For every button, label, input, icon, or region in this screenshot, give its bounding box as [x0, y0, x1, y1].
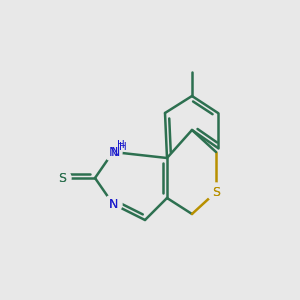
- Text: N: N: [108, 146, 118, 158]
- Circle shape: [104, 195, 122, 213]
- Text: S: S: [212, 185, 220, 199]
- Text: S: S: [212, 185, 220, 199]
- Text: H: H: [119, 142, 127, 152]
- Circle shape: [104, 143, 122, 161]
- Text: H: H: [117, 140, 125, 150]
- Text: S: S: [58, 172, 66, 184]
- Circle shape: [207, 183, 225, 201]
- Text: N: N: [108, 197, 118, 211]
- Circle shape: [53, 169, 71, 187]
- Text: S: S: [58, 172, 66, 184]
- Text: N: N: [108, 197, 118, 211]
- Text: N: N: [110, 146, 120, 158]
